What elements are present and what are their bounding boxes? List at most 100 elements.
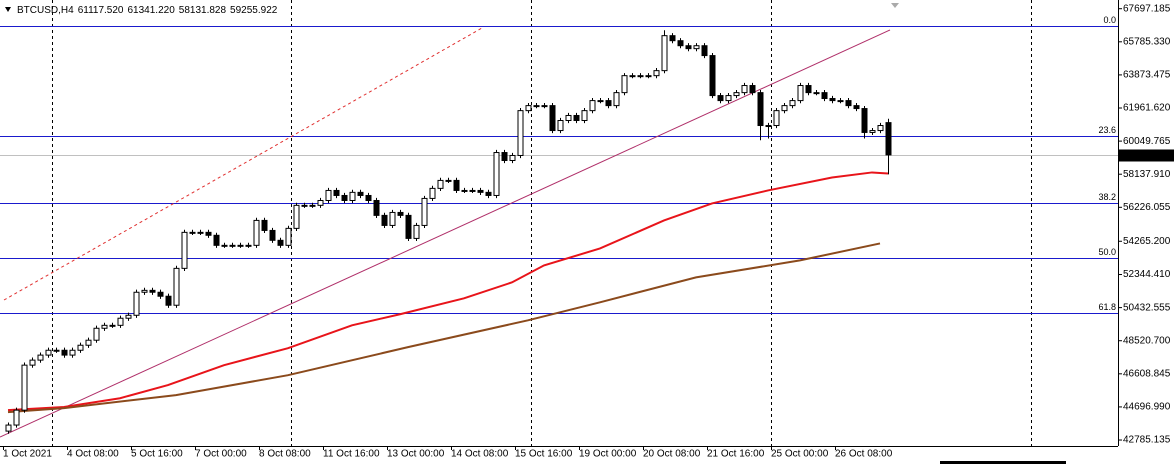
candle-body xyxy=(61,349,68,356)
candle-body xyxy=(37,354,44,361)
candle-body xyxy=(229,244,236,247)
candle-body xyxy=(805,85,812,94)
candle-body xyxy=(461,189,468,192)
candle-body xyxy=(5,424,12,432)
candle-body xyxy=(645,75,652,78)
x-tick-label: 21 Oct 16:00 xyxy=(707,449,765,460)
y-tick-label: 44696.990 xyxy=(1123,402,1171,413)
x-tick-label: 5 Oct 16:00 xyxy=(131,449,183,460)
candle-body xyxy=(725,95,732,102)
trend-line xyxy=(0,29,891,438)
y-tick-label: 52344.410 xyxy=(1123,269,1171,280)
candle-body xyxy=(773,110,780,127)
y-tick-label: 65785.330 xyxy=(1123,36,1171,47)
candle-body xyxy=(125,314,132,319)
header-close: 59255.922 xyxy=(230,5,278,16)
candle-body xyxy=(141,289,148,293)
candle-body xyxy=(29,359,36,366)
x-tick-label: 26 Oct 08:00 xyxy=(835,449,893,460)
candle-body xyxy=(813,92,820,95)
candle-body xyxy=(821,92,828,100)
candle-body xyxy=(701,45,708,57)
candle-body xyxy=(749,85,756,94)
candle-body xyxy=(549,105,556,132)
x-tick-label: 25 Oct 00:00 xyxy=(771,449,829,460)
y-tick-label: 42785.135 xyxy=(1123,435,1171,446)
candle-body xyxy=(253,219,260,246)
candles xyxy=(5,30,892,434)
candle-body xyxy=(325,189,332,201)
candle-body xyxy=(277,239,284,246)
x-tick-label: 13 Oct 00:00 xyxy=(387,449,445,460)
candle-body xyxy=(677,40,684,47)
candle-body xyxy=(613,92,620,107)
candle-body xyxy=(181,231,188,269)
symbol: BTCUSD,H4 xyxy=(17,5,74,16)
candle-body xyxy=(709,55,716,97)
candle-body xyxy=(629,75,636,78)
candle-body xyxy=(85,339,92,346)
y-tick-label: 63873.475 xyxy=(1123,70,1171,81)
symbol-menu-arrow[interactable] xyxy=(5,7,11,12)
candle-body xyxy=(357,191,364,196)
candle-body xyxy=(221,244,228,247)
candle-body xyxy=(845,100,852,107)
candle-body xyxy=(53,349,60,352)
candle-body xyxy=(477,189,484,193)
candle-body xyxy=(13,409,20,426)
candle-body xyxy=(669,35,676,42)
candle-body xyxy=(733,92,740,97)
candle-body xyxy=(565,114,572,122)
candle-body xyxy=(877,125,884,132)
fib-level-label: 50.0 xyxy=(1098,247,1116,257)
candle-body xyxy=(453,179,460,191)
candle-body xyxy=(77,344,84,351)
candle-body xyxy=(437,179,444,189)
x-tick-label: 1 Oct 2021 xyxy=(3,449,52,460)
candle-body xyxy=(653,70,660,77)
candle-body xyxy=(301,204,308,207)
candle-body xyxy=(349,191,356,201)
candle-body xyxy=(509,154,516,161)
candle-body xyxy=(445,179,452,182)
candle-body xyxy=(189,231,196,234)
last-price-label: 59255.922 xyxy=(1122,150,1170,161)
fib-level-label: 0.0 xyxy=(1103,15,1116,25)
candle-body xyxy=(293,204,300,229)
candle-body xyxy=(717,95,724,102)
y-tick-label: 61961.620 xyxy=(1123,103,1171,114)
candle-body xyxy=(261,219,268,231)
candle-body xyxy=(469,189,476,192)
x-tick-label: 8 Oct 08:00 xyxy=(259,449,311,460)
x-tick-label: 15 Oct 16:00 xyxy=(515,449,573,460)
header-low: 58131.828 xyxy=(179,5,227,16)
fib-level-label: 23.6 xyxy=(1098,125,1116,135)
candle-body xyxy=(573,114,580,122)
candle-body xyxy=(861,108,868,133)
moving-average xyxy=(7,242,881,414)
y-tick-label: 54265.200 xyxy=(1123,236,1171,247)
candle-body xyxy=(285,227,292,246)
header-open: 61117.520 xyxy=(78,5,124,16)
candle-body xyxy=(741,85,748,94)
candle-body xyxy=(197,231,204,234)
candle-body xyxy=(397,211,404,216)
candle-body xyxy=(157,291,164,297)
candle-body xyxy=(765,125,772,128)
y-tick-label: 48520.700 xyxy=(1123,335,1171,346)
candle-body xyxy=(429,187,436,199)
candle-body xyxy=(693,45,700,50)
chart-header: BTCUSD,H4 61117.520 61341.220 58131.828 5925… xyxy=(17,5,278,16)
x-tick-label: 7 Oct 00:00 xyxy=(195,449,247,460)
candle-body xyxy=(237,244,244,247)
candle-body xyxy=(589,100,596,112)
candle-body xyxy=(165,295,172,306)
candle-body xyxy=(789,100,796,107)
y-tick-label: 67697.185 xyxy=(1123,3,1171,14)
candle-body xyxy=(269,229,276,241)
channel-line xyxy=(3,27,483,301)
scroll-indicator xyxy=(940,461,1066,464)
